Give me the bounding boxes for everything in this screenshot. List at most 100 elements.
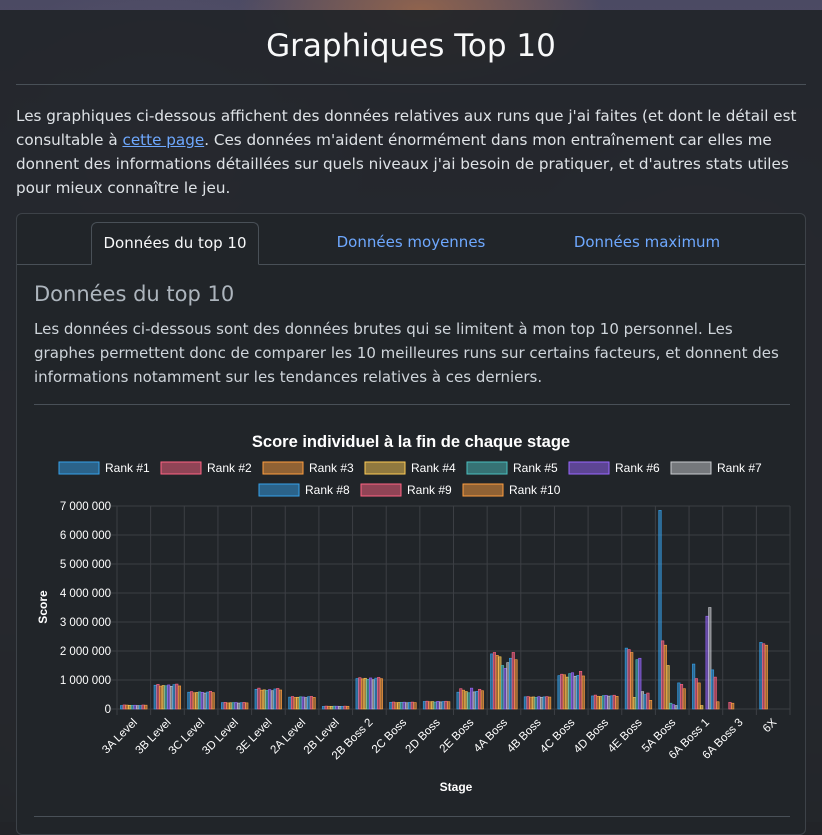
x-tick-label: 2D Boss <box>404 716 443 755</box>
bar <box>490 653 494 710</box>
bar <box>340 706 344 710</box>
bar <box>503 668 507 710</box>
bar <box>697 682 701 710</box>
bar <box>374 677 378 710</box>
bar <box>138 705 142 710</box>
x-tick-label: 3D Level <box>200 717 241 758</box>
tab-top10-data[interactable]: Données du top 10 <box>91 222 259 265</box>
legend-swatch <box>568 461 610 475</box>
legend-label: Rank #7 <box>717 461 762 475</box>
bar <box>570 672 575 710</box>
bar <box>128 704 132 710</box>
x-tick-label: 3C Level <box>167 717 208 758</box>
bar <box>268 689 272 710</box>
bar <box>410 701 414 710</box>
bar <box>120 705 124 710</box>
legend-label: Rank #1 <box>105 461 150 475</box>
x-tick-label: 4B Boss <box>505 716 544 755</box>
bar <box>270 690 274 710</box>
y-tick-label: 2 000 000 <box>60 646 111 658</box>
bar <box>573 675 577 710</box>
bar <box>262 689 266 710</box>
legend-swatch <box>360 483 402 497</box>
y-tick-label: 1 000 000 <box>60 675 111 687</box>
legend-label: Rank #9 <box>407 483 452 497</box>
bar <box>708 607 712 710</box>
bar <box>330 706 334 710</box>
legend-item: Rank #9 <box>360 483 452 497</box>
y-axis-label: Score <box>36 590 50 624</box>
bar <box>444 700 448 710</box>
y-tick-label: 0 <box>105 704 111 716</box>
bar <box>472 691 476 710</box>
bar <box>700 705 704 710</box>
bar <box>136 705 140 710</box>
legend-swatch <box>262 461 304 475</box>
tab-bar: Données du top 10 Données moyennes Donné… <box>17 214 805 265</box>
bar <box>441 701 445 710</box>
legend-item: Rank #1 <box>58 461 150 475</box>
bar <box>604 695 608 710</box>
intro-paragraph: Les graphiques ci-dessous affichent des … <box>16 104 806 200</box>
bar <box>459 688 463 710</box>
y-tick-label: 6 000 000 <box>60 530 111 542</box>
tab-maximum-data[interactable]: Données maximum <box>573 233 721 251</box>
chart-legend: Rank #1 Rank #2 Rank #3 Rank #4 Rank #5 Rank … <box>58 461 762 497</box>
bar <box>475 691 479 710</box>
bar <box>391 701 396 710</box>
bar <box>542 696 546 710</box>
bar <box>464 691 468 710</box>
y-tick-label: 4 000 000 <box>60 588 111 600</box>
bar <box>492 652 496 710</box>
bar <box>265 690 269 710</box>
bar <box>470 687 474 710</box>
bar <box>335 705 339 710</box>
bar <box>540 696 544 710</box>
bar <box>177 685 182 710</box>
bar <box>635 659 639 710</box>
tabs-panel: Données du top 10 Données moyennes Donné… <box>16 213 806 835</box>
bar <box>764 644 768 710</box>
bar <box>596 695 600 710</box>
bar <box>260 689 264 710</box>
bar <box>624 647 628 710</box>
bar <box>478 688 482 710</box>
bar <box>579 670 583 710</box>
section-description: Les données ci-dessous sont des données … <box>34 320 779 386</box>
bar <box>705 615 709 710</box>
bar <box>591 695 595 710</box>
bar <box>327 705 331 710</box>
tab-average-data[interactable]: Données moyennes <box>336 233 486 251</box>
legend-item: Rank #10 <box>462 483 561 497</box>
title-divider <box>16 84 806 85</box>
bar <box>304 697 308 710</box>
legend-item: Rank #7 <box>670 461 762 475</box>
bar <box>649 699 653 710</box>
details-page-link[interactable]: cette page <box>122 131 205 149</box>
bar <box>526 696 530 710</box>
bar <box>495 655 499 710</box>
x-tick-label: 6X <box>761 716 780 735</box>
bar <box>254 688 258 710</box>
bar <box>627 649 631 710</box>
bar <box>195 692 199 710</box>
bar <box>601 695 606 710</box>
bar <box>309 696 313 710</box>
x-tick-label: 3E Level <box>234 717 274 757</box>
bar <box>671 704 676 710</box>
x-tick-label: 4D Boss <box>572 716 611 755</box>
bar <box>430 701 435 710</box>
bar <box>293 697 297 710</box>
bar <box>669 702 673 710</box>
bar <box>394 702 398 710</box>
bar <box>133 704 137 710</box>
bar <box>646 692 650 710</box>
bar <box>408 702 412 710</box>
bar <box>663 644 667 710</box>
bar <box>312 697 316 710</box>
legend-swatch <box>258 483 300 497</box>
bar <box>428 701 432 710</box>
y-tick-label: 5 000 000 <box>60 559 111 571</box>
bar <box>200 692 204 710</box>
